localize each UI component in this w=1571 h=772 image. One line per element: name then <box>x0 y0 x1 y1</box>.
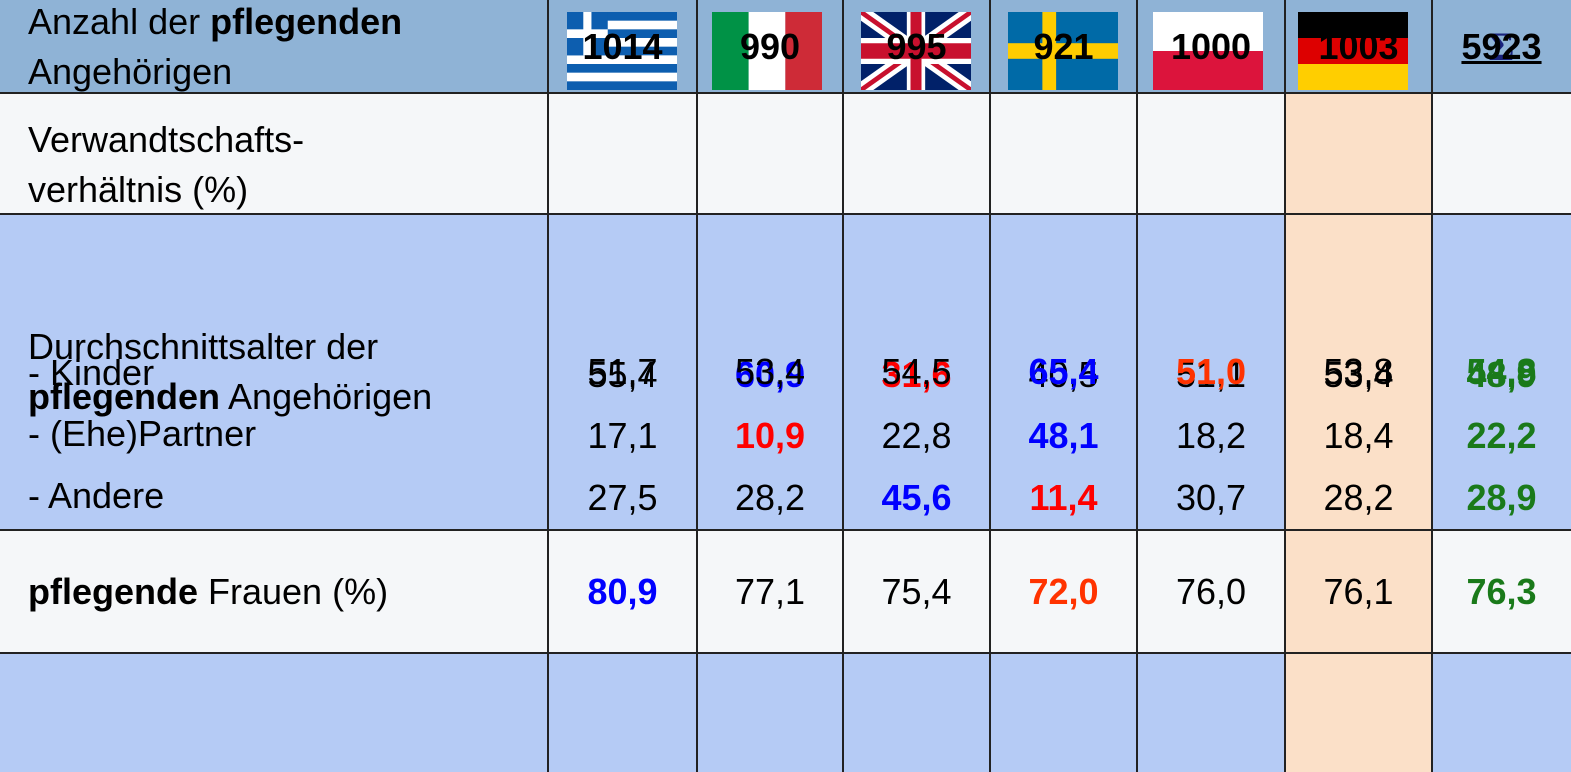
grid-line <box>0 652 1571 654</box>
cell-value: 18,2 <box>1175 415 1247 456</box>
row-label-line: Anzahl der pflegenden <box>28 0 402 47</box>
subrow-label: - Kinder <box>28 352 155 393</box>
cell-value: 65,4 <box>1028 351 1099 392</box>
cell-value: 51,1 <box>1175 354 1247 395</box>
cell-value: 1000 <box>1170 25 1252 67</box>
cell-value: 53,4 <box>1323 354 1394 395</box>
row-label-line: Durchschnittsalter der <box>28 322 378 372</box>
label-text: Angehörigen <box>220 376 433 417</box>
cell-value: 55,4 <box>587 354 658 395</box>
cell-value: 51,0 <box>1175 351 1247 392</box>
cell-value: 48,9 <box>1466 354 1537 395</box>
flag-uk <box>861 12 971 90</box>
cell-value: 53,4 <box>734 351 806 392</box>
label-text: verhältnis (%) <box>28 169 249 210</box>
cell-value: 54,5 <box>881 351 952 392</box>
cell-value: 990 <box>739 25 801 67</box>
grid-line <box>0 529 1571 531</box>
flag-sweden <box>1008 12 1118 90</box>
cell-value: 1003 <box>1318 25 1399 67</box>
cell-value: 5923 <box>1461 25 1542 67</box>
flag-germany <box>1298 12 1408 90</box>
label-text: Angehörigen <box>28 50 233 92</box>
cell-value: 31,6 <box>881 354 952 395</box>
flag-greece <box>567 12 677 90</box>
flag-poland <box>1153 12 1263 90</box>
cell-value: 921 <box>1033 25 1094 67</box>
flag-italy <box>712 12 822 90</box>
cell-value: 28,9 <box>1466 477 1537 518</box>
label-text: Verwandtschafts- <box>28 119 305 160</box>
row-label-line: verhältnis (%) <box>28 165 248 215</box>
label-text: Anzahl der <box>28 0 211 42</box>
grid-line <box>1136 0 1138 772</box>
grid-line <box>547 0 549 772</box>
grid-line <box>842 0 844 772</box>
cell-value: 995 <box>886 25 947 67</box>
cell-value: 17,1 <box>587 415 658 456</box>
row-label-line: pflegenden Angehörigen <box>28 372 432 422</box>
cell-value: 76,0 <box>1175 570 1247 612</box>
cell-value: 76,1 <box>1323 570 1394 612</box>
label-text: Durchschnittsalter der <box>28 326 379 367</box>
grid-line <box>0 213 1571 215</box>
cell-value: 10,9 <box>734 415 806 456</box>
cell-value: 27,5 <box>587 477 658 518</box>
cell-value: 22,2 <box>1466 415 1537 456</box>
germany-column-bg <box>1285 93 1432 772</box>
label-text: pflegende <box>28 570 199 612</box>
cell-value: 22,8 <box>881 415 952 456</box>
grid-line <box>989 0 991 772</box>
cell-value: 28,2 <box>734 477 806 518</box>
cell-value: 18,4 <box>1323 415 1394 456</box>
cell-value: 54,8 <box>1466 351 1537 392</box>
cell-value: 76,3 <box>1466 570 1537 612</box>
sum-symbol: Σ <box>1488 24 1515 69</box>
cell-value: 28,2 <box>1323 477 1394 518</box>
cell-value: 40,5 <box>1028 354 1099 395</box>
cell-value: 60,9 <box>734 354 806 395</box>
label-text: pflegenden <box>28 376 221 417</box>
cell-value: 75,4 <box>881 570 952 612</box>
label-text: pflegenden <box>210 0 403 42</box>
cell-value: 45,6 <box>881 477 952 518</box>
subrow-label: - (Ehe)Partner <box>28 413 257 454</box>
label-text: Frauen (%) <box>198 570 389 612</box>
cell-value: 11,4 <box>1029 477 1098 518</box>
cell-value: 77,1 <box>734 570 806 612</box>
cell-value: 1014 <box>582 25 663 67</box>
cell-value: 48,1 <box>1028 415 1099 456</box>
cell-value: 53,8 <box>1323 351 1394 392</box>
subrow-label: - Andere <box>28 475 165 516</box>
row-label-line: pflegende Frauen (%) <box>28 567 388 617</box>
row-label-line: Angehörigen <box>28 47 232 97</box>
row-label-line: Verwandtschafts- <box>28 115 304 165</box>
grid-line <box>1284 0 1286 772</box>
grid-line <box>1431 0 1433 772</box>
cell-value: 72,0 <box>1028 570 1099 612</box>
cell-value: 80,9 <box>587 570 658 612</box>
grid-line <box>696 0 698 772</box>
cell-value: 30,7 <box>1175 477 1247 518</box>
cell-value: 51,7 <box>587 351 658 392</box>
grid-line <box>0 92 1571 94</box>
